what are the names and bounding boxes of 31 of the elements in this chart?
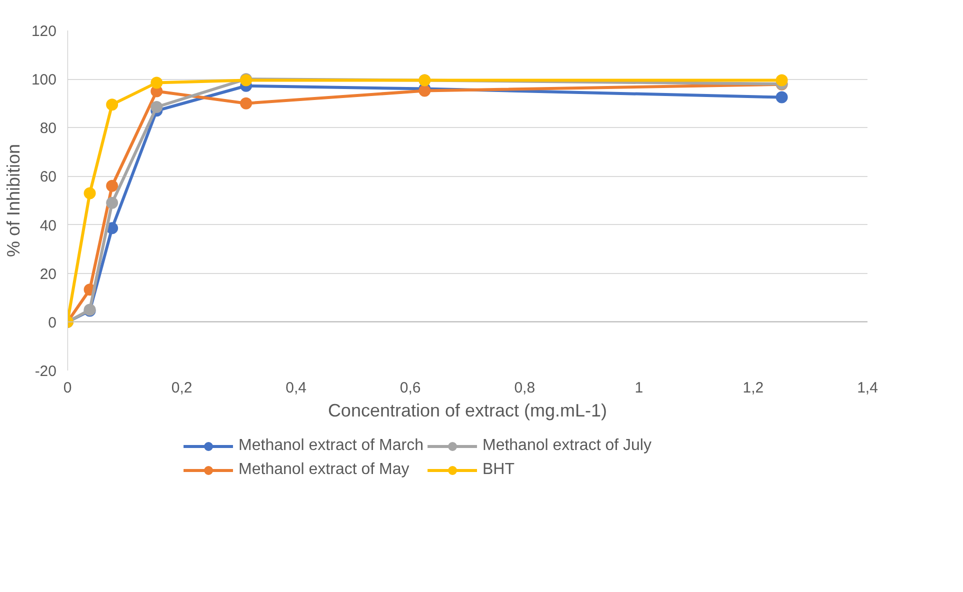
point: [776, 74, 788, 86]
point: [106, 98, 118, 111]
legend-label: Methanol extract of July: [482, 437, 652, 455]
legend-label: Methanol extract of May: [238, 461, 410, 479]
x-tick-label: 0: [63, 380, 72, 396]
x-tick-label: 0,2: [171, 380, 192, 396]
x-tick-label: 1: [634, 380, 644, 396]
x-tick-label: 1,4: [857, 380, 878, 396]
point: [150, 101, 163, 113]
point: [84, 187, 96, 200]
point: [106, 180, 118, 192]
x-axis-title: Concentration of extract (mg.mL-1): [328, 400, 608, 420]
x-tick-label: 0,8: [514, 380, 536, 396]
y-tick-label: -20: [34, 363, 57, 380]
point: [150, 76, 163, 89]
point: [776, 91, 788, 104]
y-tick-label: 80: [40, 120, 57, 138]
legend-label: Methanol extract of March: [238, 437, 424, 455]
y-axis-title: % of Inhibition: [3, 144, 24, 258]
y-tick-label: 20: [40, 266, 57, 283]
x-tick-label: 1,2: [742, 380, 764, 396]
y-tick-label: 60: [40, 168, 57, 186]
point: [240, 97, 252, 110]
y-tick-label: 0: [48, 314, 56, 332]
x-tick-label: 0,4: [286, 380, 307, 396]
legend-label: BHT: [482, 461, 514, 479]
y-tick-label: 120: [31, 23, 57, 40]
x-tick-label: 0,6: [400, 380, 421, 396]
y-tick-label: 40: [40, 217, 57, 234]
point: [106, 196, 118, 209]
y-tick-label: 100: [31, 72, 57, 89]
